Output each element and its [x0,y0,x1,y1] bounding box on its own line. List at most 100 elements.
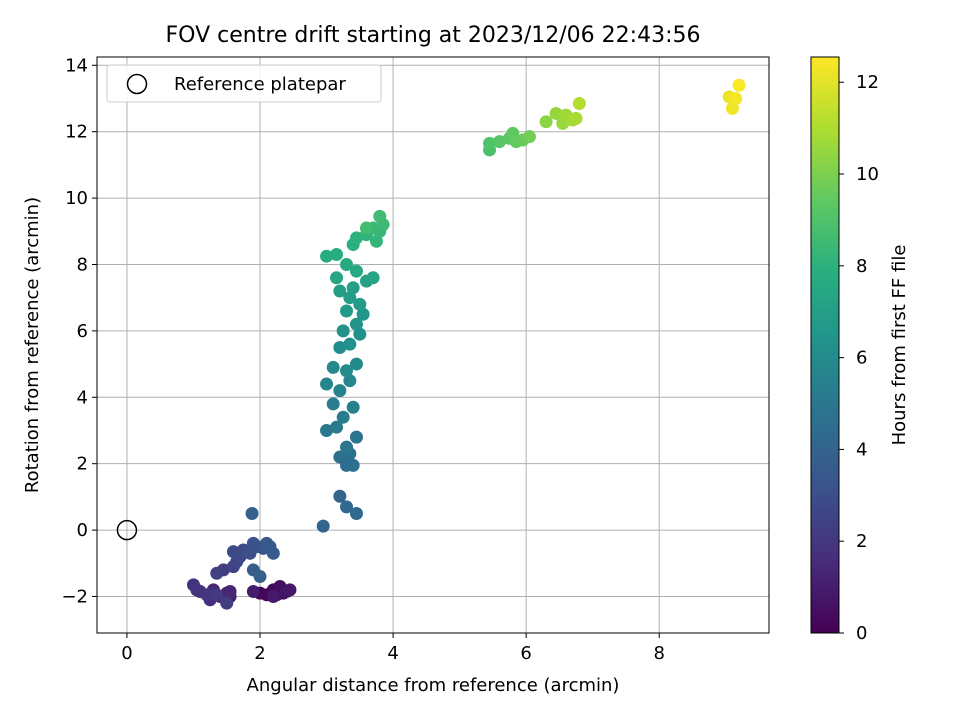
data-point [539,115,553,129]
data-point [316,519,330,533]
data-point [210,566,224,580]
data-point [226,545,240,559]
data-point [326,397,340,411]
data-point [359,221,373,235]
reference-point-marker [116,519,138,541]
data-point [320,377,334,391]
data-point [343,337,357,351]
data-point [549,106,563,120]
colorbar-tick-label: 6 [856,348,867,369]
data-point [253,570,267,584]
data-point [349,430,363,444]
y-tick-label: 4 [77,387,88,408]
data-point [326,360,340,374]
data-point [346,458,360,472]
data-point [569,111,583,125]
y-tick-label: 10 [65,188,88,209]
data-point [333,384,347,398]
plot-frame [96,56,770,634]
colorbar [810,56,840,634]
data-point [333,340,347,354]
data-point [260,536,274,550]
data-point [320,423,334,437]
colorbar-tick-label: 10 [856,164,879,185]
data-point [266,589,280,603]
y-axis-ticks: −2 0 2 4 6 8 10 12 14 [61,55,97,607]
data-point [333,450,347,464]
data-point [223,585,237,599]
x-tick-label: 0 [121,643,132,664]
data-point [330,271,344,285]
legend-box [106,64,382,103]
grid [97,57,769,633]
data-point [333,489,347,503]
data-point [369,234,383,248]
data-point [572,96,586,110]
colorbar-tick-label: 2 [856,531,867,552]
data-point [349,506,363,520]
data-point [522,130,536,144]
data-points [186,78,746,610]
data-point [283,583,297,597]
data-point [336,410,350,424]
colorbar-tick-label: 4 [856,439,867,460]
data-point [493,135,507,149]
data-point [353,297,367,311]
colorbar-label: Hours from first FF file [889,245,910,446]
data-point [366,271,380,285]
data-point [333,284,347,298]
data-point [346,400,360,414]
data-point [343,374,357,388]
data-point [210,588,224,602]
x-tick-label: 2 [254,643,265,664]
data-point [349,264,363,278]
data-point [343,291,357,305]
chart-title: FOV centre drift starting at 2023/12/06 … [166,23,701,48]
data-point [330,420,344,434]
data-point [220,596,234,610]
data-point [246,585,260,599]
data-point [266,546,280,560]
x-tick-label: 8 [653,643,664,664]
legend-marker-icon [126,73,148,95]
data-point [349,317,363,331]
data-point [340,500,354,514]
data-point [729,91,743,105]
data-point [725,101,739,115]
data-point [353,327,367,341]
y-tick-label: −2 [61,586,88,607]
data-point [346,281,360,295]
x-axis-label: Angular distance from reference (arcmin) [247,675,620,696]
data-point [340,364,354,378]
colorbar-tick-label: 12 [856,72,879,93]
y-tick-label: 6 [77,321,88,342]
data-point [483,136,497,150]
data-point [200,588,214,602]
data-point [340,304,354,318]
y-tick-label: 0 [77,520,88,541]
data-point [732,78,746,92]
y-tick-label: 14 [65,55,88,76]
data-point [340,440,354,454]
legend: Reference platepar [106,64,382,103]
colorbar-ticks: 0 2 4 6 8 10 12 [839,72,879,644]
data-point [349,231,363,245]
x-tick-label: 4 [387,643,398,664]
data-point [349,357,363,371]
colorbar-tick-label: 8 [856,256,867,277]
x-tick-label: 6 [520,643,531,664]
data-point [330,248,344,262]
y-tick-label: 8 [77,254,88,275]
data-point [356,307,370,321]
legend-label: Reference platepar [174,74,346,95]
data-point [190,583,204,597]
data-point [320,249,334,263]
y-tick-label: 12 [65,122,88,143]
y-tick-label: 2 [77,454,88,475]
y-axis-label: Rotation from reference (arcmin) [22,197,43,493]
colorbar-tick-label: 0 [856,623,867,644]
data-point [245,506,259,520]
data-point [373,209,387,223]
data-point [336,324,350,338]
